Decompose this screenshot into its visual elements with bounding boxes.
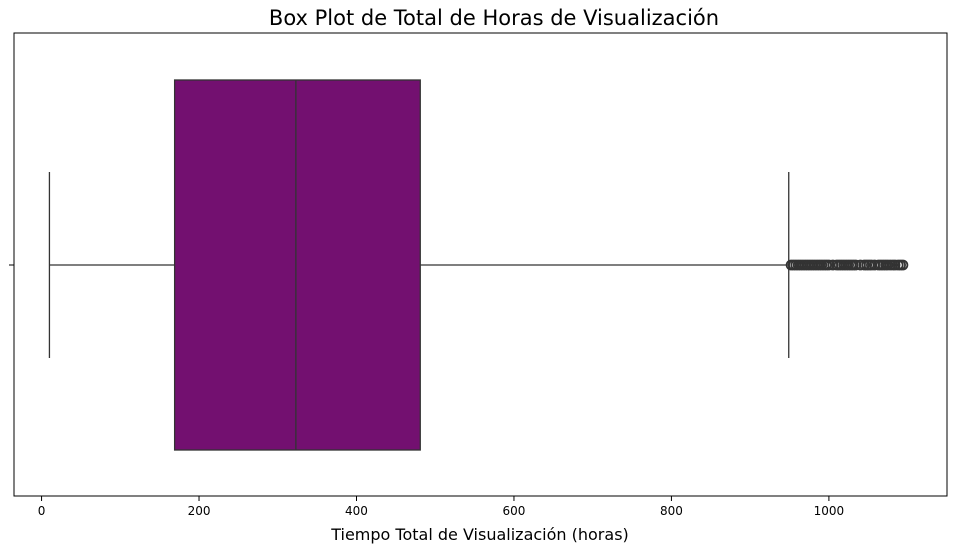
x-axis-label: Tiempo Total de Visualización (horas): [330, 525, 629, 544]
outliers-group: [785, 259, 909, 271]
x-tick-label: 0: [38, 504, 46, 518]
outlier-point: [889, 259, 901, 271]
outlier-point: [897, 259, 909, 271]
x-tick-label: 1000: [814, 504, 845, 518]
x-axis-ticks: 0 200 400 600 800 1000: [38, 496, 844, 518]
x-tick-label: 800: [660, 504, 683, 518]
box-plot: [48, 79, 790, 451]
x-tick-label: 200: [188, 504, 211, 518]
x-tick-label: 400: [345, 504, 368, 518]
outlier-point: [823, 259, 835, 271]
x-tick-label: 600: [503, 504, 526, 518]
chart-title: Box Plot de Total de Horas de Visualizac…: [269, 6, 719, 30]
iqr-box: [173, 79, 421, 451]
